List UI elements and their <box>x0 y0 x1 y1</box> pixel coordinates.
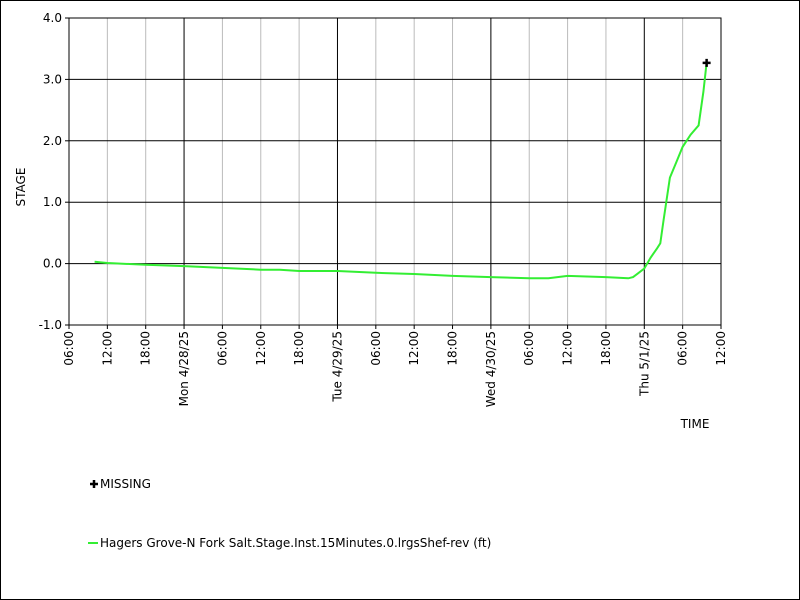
y-tick-label: 1.0 <box>43 195 62 209</box>
x-tick-label: 18:00 <box>446 331 460 366</box>
x-tick-label: Thu 5/1/25 <box>637 331 651 397</box>
x-tick-label: 12:00 <box>100 331 114 366</box>
y-tick-label: 2.0 <box>43 134 62 148</box>
x-tick-label: Wed 4/30/25 <box>484 331 498 407</box>
legend-marker <box>90 480 98 488</box>
x-tick-label: 06:00 <box>522 331 536 366</box>
x-tick-label: 06:00 <box>676 331 690 366</box>
x-tick-label: Mon 4/28/25 <box>177 331 191 406</box>
missing-marker <box>702 58 711 67</box>
y-tick-label: 0.0 <box>43 257 62 271</box>
x-tick-label: 18:00 <box>599 331 613 366</box>
x-tick-label: 12:00 <box>561 331 575 366</box>
y-tick-label: 3.0 <box>43 72 62 86</box>
plot-border <box>68 17 722 326</box>
y-axis-label: STAGE <box>14 168 28 207</box>
x-tick-label: 06:00 <box>62 331 76 366</box>
y-tick-label: -1.0 <box>39 318 62 332</box>
x-tick-label: Tue 4/29/25 <box>330 331 344 403</box>
legend-label: MISSING <box>100 477 151 491</box>
legend-label: Hagers Grove-N Fork Salt.Stage.Inst.15Mi… <box>100 536 491 550</box>
x-tick-label: 12:00 <box>714 331 728 366</box>
x-tick-label: 06:00 <box>215 331 229 366</box>
x-tick-label: 06:00 <box>369 331 383 366</box>
x-tick-label: 12:00 <box>254 331 268 366</box>
x-tick-label: 18:00 <box>139 331 153 366</box>
series-line <box>94 62 708 280</box>
x-tick-label: 18:00 <box>292 331 306 366</box>
x-axis-label: TIME <box>680 417 710 431</box>
x-tick-label: 12:00 <box>407 331 421 366</box>
y-tick-label: 4.0 <box>43 11 62 25</box>
